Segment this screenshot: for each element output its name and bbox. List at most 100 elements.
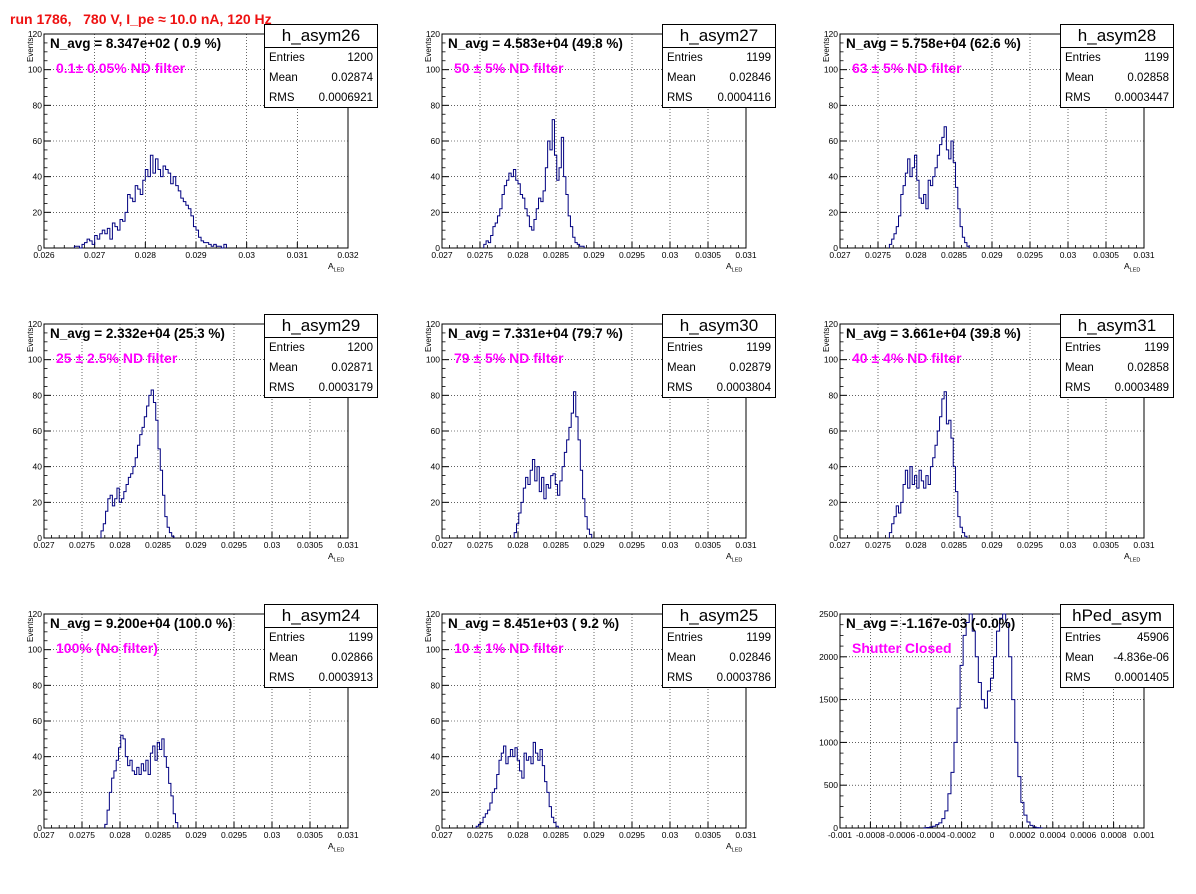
histogram-bin (121, 735, 123, 828)
histogram-bin (97, 239, 100, 248)
x-tick-label: 0.0285 (543, 830, 569, 840)
histogram-bin (139, 775, 141, 829)
x-tick-label: 0.028 (109, 540, 131, 550)
y-axis-label: Events (424, 328, 433, 352)
x-axis-label-subscript: LED (1130, 268, 1141, 274)
histogram-bin (1003, 614, 1006, 828)
x-tick-label: -0.0008 (856, 830, 885, 840)
histogram-bin (899, 513, 901, 538)
x-tick-label: 0.029 (185, 540, 207, 550)
stats-label: Mean (667, 358, 696, 378)
histogram-bin (506, 764, 508, 828)
histogram-bin (541, 202, 543, 248)
x-tick-label: 0.0295 (619, 540, 645, 550)
histogram-series (889, 392, 967, 538)
y-axis-label: Events (822, 38, 831, 62)
histogram-bin (145, 170, 148, 248)
y-axis-label: Events (26, 328, 35, 352)
stats-label: RMS (1065, 378, 1091, 398)
x-tick-label: 0.028 (507, 250, 529, 260)
histogram-bin (153, 173, 156, 248)
y-axis-label: Events (26, 618, 35, 642)
x-tick-label: 0.0285 (543, 540, 569, 550)
histogram-name: h_asym30 (663, 315, 775, 338)
histogram-bin (550, 150, 552, 248)
histogram-bin (935, 445, 937, 538)
y-tick-label: 20 (431, 787, 441, 797)
y-tick-label: 60 (829, 426, 839, 436)
x-tick-label: 0.0275 (69, 540, 95, 550)
stats-label: RMS (667, 378, 693, 398)
histogram-bin (183, 202, 186, 248)
stats-value: 45906 (1137, 628, 1169, 648)
histogram-bin (942, 399, 944, 538)
histogram-bin (924, 488, 926, 538)
histogram-bin (140, 435, 142, 538)
stats-label: Mean (667, 648, 696, 668)
filter-label: 0.1± 0.05% ND filter (56, 60, 185, 76)
y-tick-label: 100 (426, 65, 440, 75)
histogram-bin (140, 195, 143, 249)
histogram-bin (166, 170, 169, 248)
stats-value: 0.02858 (1127, 358, 1169, 378)
stats-label: Mean (269, 68, 298, 88)
histogram-bin (558, 495, 560, 538)
histogram-bin (535, 481, 537, 538)
x-tick-label: 0.029 (185, 250, 207, 260)
y-tick-label: 1000 (819, 737, 838, 747)
y-tick-label: 80 (33, 680, 43, 690)
y-tick-label: 100 (28, 645, 42, 655)
y-tick-label: 0 (37, 243, 42, 253)
histogram-bin (921, 481, 923, 538)
x-tick-label: 0.0305 (695, 830, 721, 840)
x-tick-label: 0.03 (662, 830, 679, 840)
histogram-bin (1000, 618, 1003, 828)
histogram-bin (110, 239, 113, 248)
x-axis-label-subscript: LED (732, 268, 743, 274)
n-avg-label: N_avg = 9.200e+04 (100.0 %) (50, 616, 232, 631)
histogram-bin (571, 413, 573, 538)
stats-label: Mean (269, 358, 298, 378)
histogram-series (74, 155, 226, 248)
x-tick-label: 0.0295 (619, 250, 645, 260)
histogram-bin (112, 506, 114, 538)
stats-value: 0.02846 (729, 68, 771, 88)
histogram-bin (940, 145, 942, 248)
histogram-bin (507, 180, 509, 248)
histogram-bin (919, 198, 921, 248)
stats-value: 1199 (746, 48, 771, 68)
y-tick-label: 0 (833, 533, 838, 543)
y-tick-label: 40 (431, 172, 441, 182)
histogram-bin (949, 159, 951, 248)
y-tick-label: 60 (33, 426, 43, 436)
x-tick-label: 0.031 (337, 540, 359, 550)
stats-label: Mean (1065, 358, 1094, 378)
histogram-bin (122, 499, 124, 538)
histogram-name: h_asym27 (663, 25, 775, 48)
stats-label: RMS (269, 668, 295, 688)
histogram-bin (528, 485, 530, 539)
histogram-bin (155, 760, 157, 828)
histogram-bin (510, 750, 512, 828)
y-tick-label: 40 (829, 462, 839, 472)
stats-value: 0.0003786 (717, 668, 771, 688)
histogram-bin (539, 492, 541, 538)
x-tick-label: 0.031 (287, 250, 309, 260)
stats-label: Entries (269, 48, 305, 68)
stats-row-rms: RMS 0.0003804 (663, 378, 775, 398)
stats-value: -4.836e-06 (1113, 648, 1169, 668)
y-tick-label: 20 (431, 497, 441, 507)
x-tick-label: 0.028 (507, 540, 529, 550)
histogram-bin (569, 427, 571, 538)
stats-value: 0.0003179 (319, 378, 373, 398)
x-tick-label: 0.0295 (221, 830, 247, 840)
y-tick-label: 20 (829, 497, 839, 507)
stats-value: 0.0003804 (717, 378, 771, 398)
